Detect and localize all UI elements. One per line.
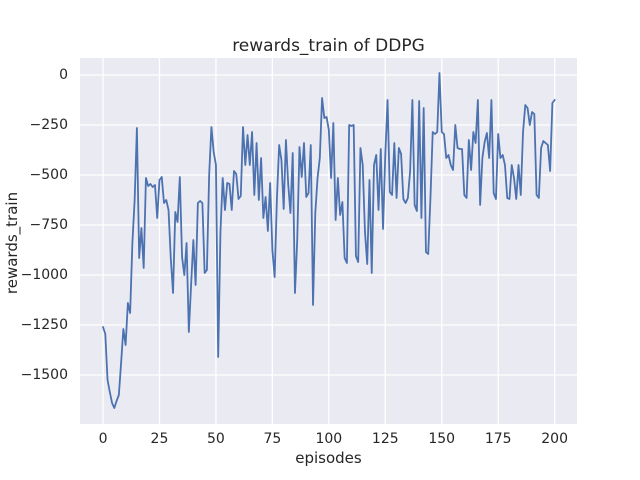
x-tick-label: 25 xyxy=(150,431,169,447)
x-tick-label: 100 xyxy=(315,431,343,447)
x-axis-label: episodes xyxy=(295,449,362,467)
x-tick-label: 150 xyxy=(428,431,456,447)
x-tick-label: 200 xyxy=(541,431,568,447)
x-tick-label: 125 xyxy=(371,431,399,447)
y-tick-label: −500 xyxy=(29,167,68,183)
plot-area xyxy=(80,58,577,424)
y-tick-label: −1000 xyxy=(20,267,68,283)
rewards-line-series xyxy=(102,72,556,409)
y-tick-label: −750 xyxy=(29,217,68,233)
line-chart-canvas xyxy=(80,58,577,424)
x-tick-label: 175 xyxy=(484,431,512,447)
y-tick-label: −1500 xyxy=(20,367,68,383)
y-tick-label: 0 xyxy=(59,67,68,83)
chart-title: rewards_train of DDPG xyxy=(232,36,425,56)
y-tick-label: −250 xyxy=(29,117,68,133)
x-tick-label: 0 xyxy=(98,431,108,447)
y-tick-label: −1250 xyxy=(20,317,68,333)
x-tick-label: 75 xyxy=(263,431,282,447)
x-tick-label: 50 xyxy=(207,431,225,447)
